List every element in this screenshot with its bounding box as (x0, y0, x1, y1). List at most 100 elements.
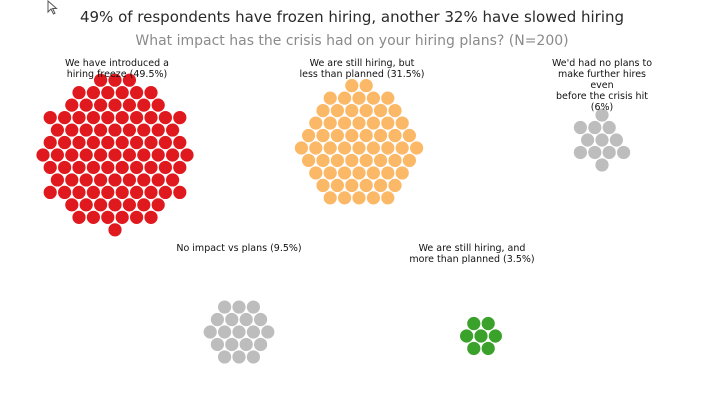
respondent-dot (115, 135, 129, 150)
respondent-dot (374, 153, 388, 168)
respondent-dot (323, 166, 337, 180)
respondent-dot (79, 173, 93, 187)
respondent-dot (79, 198, 93, 212)
respondent-dot (86, 210, 100, 224)
respondent-dot (166, 148, 180, 162)
respondent-dot (246, 325, 260, 339)
respondent-dot (65, 98, 79, 112)
respondent-dot (130, 210, 144, 224)
respondent-dot (86, 135, 100, 150)
respondent-dot (50, 123, 64, 137)
respondent-dot (122, 173, 136, 187)
respondent-dot (122, 123, 136, 137)
respondent-dot (130, 185, 144, 200)
category-label-hiring-freeze: We have introduced a hiring freeze (49.5… (65, 58, 169, 80)
respondent-dot (225, 337, 239, 352)
respondent-dot (481, 341, 495, 356)
respondent-dot (388, 153, 402, 168)
respondent-dot (261, 325, 275, 339)
respondent-dot (108, 123, 122, 137)
respondent-dot (338, 91, 352, 105)
respondent-dot (144, 135, 158, 150)
respondent-dot (72, 86, 86, 100)
respondent-dot (173, 160, 187, 175)
respondent-dot (352, 91, 366, 105)
respondent-dot (72, 110, 86, 125)
respondent-dot (130, 135, 144, 150)
respondent-dot (180, 148, 194, 162)
respondent-dot (166, 173, 180, 187)
respondent-dot (381, 166, 395, 180)
respondent-dot (609, 133, 624, 147)
respondent-dot (573, 145, 588, 160)
respondent-dot (381, 141, 395, 155)
respondent-dot (410, 141, 424, 155)
respondent-dot (316, 153, 330, 168)
respondent-dot (115, 185, 129, 200)
respondent-dot (130, 86, 144, 100)
respondent-dot (210, 337, 224, 352)
respondent-dot (381, 91, 395, 105)
respondent-dot (366, 91, 380, 105)
respondent-dot (151, 123, 165, 137)
respondent-dot (316, 103, 330, 118)
respondent-dot (218, 350, 232, 364)
respondent-dot (388, 128, 402, 143)
respondent-dot (388, 103, 402, 118)
respondent-dot (359, 103, 373, 118)
respondent-dot (573, 120, 588, 135)
respondent-dot (323, 141, 337, 155)
respondent-dot (94, 73, 108, 87)
respondent-dot (352, 191, 366, 205)
respondent-dot (158, 160, 172, 175)
category-label-no-impact: No impact vs plans (9.5%) (176, 243, 302, 254)
respondent-dot (232, 300, 246, 314)
respondent-dot (595, 158, 609, 172)
respondent-dot (115, 160, 129, 175)
respondent-dot (122, 148, 136, 162)
category-label-hiring-more: We are still hiring, and more than plann… (409, 243, 535, 265)
respondent-dot (381, 191, 395, 205)
respondent-dot (158, 135, 172, 150)
respondent-dot (173, 185, 187, 200)
respondent-dot (101, 210, 115, 224)
respondent-dot (330, 178, 344, 193)
respondent-dot (330, 153, 344, 168)
respondent-dot (58, 135, 72, 150)
respondent-dot (151, 173, 165, 187)
respondent-dot (488, 329, 502, 343)
respondent-dot (50, 173, 64, 187)
respondent-dot (602, 145, 616, 160)
respondent-dot (137, 123, 151, 137)
respondent-dot (602, 120, 616, 135)
respondent-dot (402, 153, 416, 168)
respondent-dot (474, 329, 488, 343)
respondent-dot (108, 73, 122, 87)
respondent-dot (467, 316, 481, 331)
respondent-dot (316, 178, 330, 193)
respondent-dot (338, 191, 352, 205)
respondent-dot (65, 148, 79, 162)
respondent-dot (43, 160, 57, 175)
respondent-dot (595, 108, 609, 122)
respondent-dot (395, 166, 409, 180)
respondent-dot (158, 110, 172, 125)
respondent-dot (345, 153, 359, 168)
respondent-dot (588, 145, 602, 160)
respondent-dot (43, 135, 57, 150)
respondent-dot (86, 160, 100, 175)
respondent-dot (108, 223, 122, 237)
respondent-dot (58, 185, 72, 200)
respondent-dot (366, 191, 380, 205)
respondent-dot (232, 350, 246, 364)
respondent-dot (239, 337, 253, 352)
respondent-dot (345, 79, 359, 93)
respondent-dot (50, 148, 64, 162)
respondent-dot (137, 98, 151, 112)
respondent-dot (94, 98, 108, 112)
respondent-dot (246, 350, 260, 364)
respondent-dot (72, 210, 86, 224)
respondent-dot (137, 173, 151, 187)
respondent-dot (108, 173, 122, 187)
